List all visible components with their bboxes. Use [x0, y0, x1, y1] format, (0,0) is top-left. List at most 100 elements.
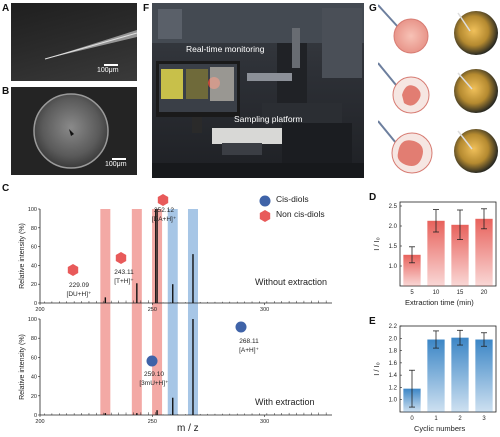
y-tick-label: 2.0	[389, 336, 398, 342]
y-tick-label: 1.8	[389, 349, 398, 355]
peak-ion-252: [DA+H]⁺	[152, 216, 177, 223]
panel-label-f: F	[143, 3, 150, 14]
embryo-photo-1	[454, 11, 498, 55]
y-tick-label: 2.2	[389, 324, 398, 330]
y-tick-label: 100	[28, 317, 37, 323]
scale-bar-a	[104, 64, 118, 66]
y-tick-label: 0	[34, 413, 37, 419]
bar	[427, 339, 445, 412]
micrograph-capillary-tip: 100μm	[11, 3, 137, 81]
x-tick-label: 3	[482, 416, 486, 422]
x-tick-label: 2	[458, 416, 462, 422]
x-axis-label-cyclic-numbers: Cyclic numbers	[414, 424, 466, 433]
x-tick-label: 200	[35, 307, 44, 313]
micrograph-embryo: 100μm	[11, 87, 137, 175]
panel-label-c: C	[2, 183, 10, 194]
annotation-real-time-monitoring: Real-time monitoring	[186, 44, 265, 54]
panel-label-a: A	[2, 3, 10, 14]
y-tick-label: 0	[34, 301, 37, 307]
x-tick-label: 10	[433, 290, 440, 296]
peak-label-259: 259.10	[144, 371, 164, 378]
bar	[451, 337, 469, 412]
x-tick-label: 5	[410, 290, 414, 296]
highlight-band	[131, 209, 142, 415]
x-tick-label: 300	[260, 419, 269, 425]
peak-label-252: 252.12	[154, 207, 174, 214]
panel-label-d: D	[369, 192, 377, 203]
plot-frame	[399, 325, 497, 413]
y-tick-label: 100	[28, 207, 37, 213]
subplot-label-with-extraction: With extraction	[255, 397, 315, 407]
y-tick-label: 20	[31, 394, 37, 400]
embryo-stage-1-icon	[393, 18, 429, 54]
legend-non-cis-diols: Non cis-diols	[276, 209, 325, 219]
peak-ion-243: [T+H]⁺	[114, 278, 134, 285]
peak-label-268: 268.11	[239, 338, 259, 345]
y-tick-label: 1.5	[389, 244, 398, 250]
x-tick-label: 300	[260, 307, 269, 313]
annotation-sampling-platform: Sampling platform	[234, 114, 303, 124]
panel-label-g: G	[369, 3, 377, 14]
x-tick-label: 250	[148, 419, 157, 425]
scale-bar-b	[112, 158, 126, 160]
x-axis-label-extraction-time: Extraction time (min)	[405, 298, 474, 307]
highlight-band	[187, 209, 198, 415]
bar	[427, 220, 445, 286]
y-tick-label: 1.6	[389, 361, 398, 367]
y-tick-label: 1.4	[389, 373, 398, 379]
y-tick-label: 40	[31, 263, 37, 269]
x-tick-label: 200	[35, 419, 44, 425]
panel-e-chart: 1.0 1.2 1.4 1.6 1.8 2.0 2.2 0 1 2 3 I / I₀ Cyclic n…	[370, 322, 500, 437]
legend-cis-diols-icon	[259, 195, 271, 207]
peak-label-243: 243.11	[114, 269, 134, 276]
panel-d-chart: 1.0 1.5 2.0 2.5 5 10 15 20 I / I₀ Extraction tim…	[370, 198, 500, 312]
scale-label-a: 100μm	[97, 67, 119, 74]
panel-label-b: B	[2, 86, 10, 97]
scale-label-b: 100μm	[105, 161, 127, 168]
plot-frame	[399, 201, 497, 287]
y-tick-label: 20	[31, 282, 37, 288]
cis-diol-marker	[235, 321, 247, 333]
y-tick-label: 40	[31, 375, 37, 381]
subplot-label-without-extraction: Without extraction	[255, 277, 328, 287]
highlight-band	[167, 209, 178, 415]
embryo-stages	[378, 3, 500, 179]
x-tick-label: 1	[434, 416, 438, 422]
x-tick-label: 15	[457, 290, 464, 296]
y-axis-label: I / I₀	[372, 362, 381, 376]
bar	[475, 339, 493, 412]
y-tick-label: 2.0	[389, 224, 398, 230]
peak-ion-229: [DU+H]⁺	[67, 291, 92, 298]
y-tick-label: 60	[31, 245, 37, 251]
highlight-band	[152, 209, 163, 415]
x-tick-label: 250	[148, 307, 157, 313]
y-tick-label: 1.0	[389, 264, 398, 270]
peak-ion-259: [3mU+H]⁺	[139, 380, 169, 387]
bar	[451, 224, 469, 286]
y-tick-label: 1.2	[389, 385, 398, 391]
highlight-band	[100, 209, 111, 415]
capillary-needle-icon	[44, 30, 137, 60]
legend-non-cis-diols-icon	[259, 210, 271, 222]
y-tick-label: 80	[31, 226, 37, 232]
x-tick-label: 20	[481, 290, 488, 296]
peak-label-229: 229.09	[69, 282, 89, 289]
panel-label-e: E	[369, 316, 376, 327]
non-cis-diol-marker	[157, 194, 169, 206]
y-tick-label: 60	[31, 355, 37, 361]
cis-diol-marker	[146, 355, 158, 367]
y-tick-label: 2.5	[389, 204, 398, 210]
embryo-photo-3	[454, 129, 498, 173]
legend-cis-diols: Cis-diols	[276, 194, 309, 204]
capillary-icon	[378, 4, 399, 28]
y-axis-label: I / I₀	[372, 237, 381, 251]
embryo-stage-2-icon	[402, 85, 421, 106]
photo-lab-setup: Real-time monitoring Sampling platform	[152, 3, 364, 178]
x-tick-label: 0	[410, 416, 414, 422]
y-tick-label: 80	[31, 336, 37, 342]
non-cis-diol-marker	[115, 252, 127, 264]
x-axis-label-mz: m / z	[177, 423, 199, 434]
non-cis-diol-marker	[67, 264, 79, 276]
y-axis-label: Relative intensity (%)	[19, 223, 26, 289]
embryo-stage-3-icon	[397, 140, 423, 166]
